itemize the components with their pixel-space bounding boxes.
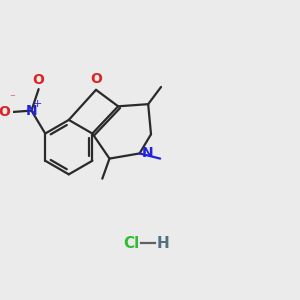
Text: Cl: Cl xyxy=(123,236,140,250)
Text: N: N xyxy=(26,103,37,118)
Text: O: O xyxy=(0,105,11,119)
Text: O: O xyxy=(90,72,102,86)
Text: N: N xyxy=(142,146,154,161)
Text: O: O xyxy=(33,73,45,87)
Text: ⁻: ⁻ xyxy=(9,93,15,103)
Text: +: + xyxy=(33,99,43,109)
Text: H: H xyxy=(157,236,169,250)
